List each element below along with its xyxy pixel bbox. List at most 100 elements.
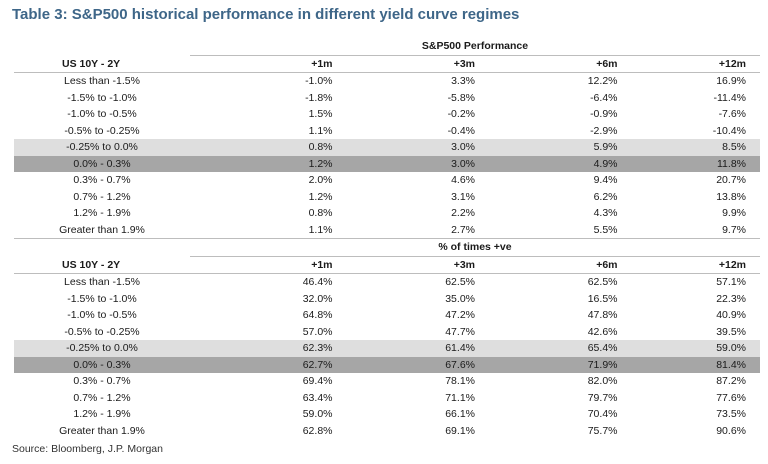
value-cell: 5.9% [475,139,618,156]
value-cell: -10.4% [712,124,746,137]
value-cell: 79.7% [587,391,618,404]
value-cell: 32.0% [302,292,333,305]
table-row: -0.25% to 0.0% 0.8% 3.0% 5.9% 8.5% [14,139,760,156]
value-cell: 4.6% [451,174,475,187]
row-label: -1.0% to -0.5% [67,108,137,121]
row-label: -0.25% to 0.0% [14,340,190,357]
table-row: Less than -1.5% -1.0% 3.3% 12.2% 16.9% [14,73,760,90]
value-cell: 1.5% [308,108,333,121]
table-row: -0.25% to 0.0% 62.3% 61.4% 65.4% 59.0% [14,340,760,357]
value-cell: 47.8% [587,309,618,322]
table-row: Greater than 1.9% 62.8% 69.1% 75.7% 90.6% [14,423,760,440]
row-label-header: US 10Y - 2Y [14,256,190,274]
value-cell: 8.5% [617,139,760,156]
blank-cell [14,38,190,55]
column-header: +6m [475,55,618,73]
table-row: -1.5% to -1.0% 32.0% 35.0% 16.5% 22.3% [14,291,760,308]
row-label: 0.0% - 0.3% [14,155,190,172]
row-label: Less than -1.5% [64,276,140,289]
performance-table: S&P500 Performance US 10Y - 2Y +1m +3m +6m +1… [14,38,760,439]
value-cell: 47.7% [445,325,475,338]
value-cell: 13.8% [716,190,746,203]
table-row: 1.2% - 1.9% 59.0% 66.1% 70.4% 73.5% [14,406,760,423]
row-label: -0.5% to -0.25% [64,325,140,338]
value-cell: 2.2% [451,207,475,220]
value-cell: 64.8% [302,309,333,322]
column-header: +12m [617,256,760,274]
value-cell: 3.0% [332,155,475,172]
value-cell: 57.1% [716,276,746,289]
value-cell: 22.3% [716,292,746,305]
row-label: -0.5% to -0.25% [64,124,140,137]
value-cell: 2.0% [308,174,333,187]
value-cell: 66.1% [445,408,475,421]
value-cell: 9.4% [593,174,618,187]
value-cell: 11.8% [617,155,760,172]
value-cell: 70.4% [587,408,618,421]
column-header: +3m [332,256,475,274]
value-cell: 59.0% [617,340,760,357]
table-row: Greater than 1.9% 1.1% 2.7% 5.5% 9.7% [14,222,760,239]
row-label: 0.7% - 1.2% [73,190,131,203]
value-cell: 1.1% [308,223,333,236]
value-cell: 3.1% [451,190,475,203]
column-header: +12m [617,55,760,73]
value-cell: 62.5% [445,276,475,289]
value-cell: 62.3% [190,340,333,357]
row-label: -1.5% to -1.0% [67,91,137,104]
table-row: -1.0% to -0.5% 1.5% -0.2% -0.9% -7.6% [14,106,760,123]
table-row: 0.0% - 0.3% 1.2% 3.0% 4.9% 11.8% [14,155,760,172]
table-row: -0.5% to -0.25% 1.1% -0.4% -2.9% -10.4% [14,123,760,140]
value-cell: 71.1% [445,391,475,404]
row-label: -1.5% to -1.0% [67,292,137,305]
value-cell: -5.8% [447,91,475,104]
table-row: -1.0% to -0.5% 64.8% 47.2% 47.8% 40.9% [14,307,760,324]
value-cell: 90.6% [716,424,746,437]
value-cell: 57.0% [302,325,333,338]
value-cell: 4.9% [475,155,618,172]
value-cell: 9.9% [722,207,746,220]
row-label: Greater than 1.9% [59,223,145,236]
table-row: 0.0% - 0.3% 62.7% 67.6% 71.9% 81.4% [14,356,760,373]
row-label: -1.0% to -0.5% [67,309,137,322]
value-cell: -6.4% [590,91,618,104]
value-cell: 1.2% [308,190,333,203]
value-cell: 4.3% [593,207,618,220]
row-label: 0.3% - 0.7% [73,375,131,388]
column-header: +1m [190,55,333,73]
table-row: 0.7% - 1.2% 1.2% 3.1% 6.2% 13.8% [14,189,760,206]
source-note: Source: Bloomberg, J.P. Morgan [12,443,163,455]
group-header-row: % of times +ve [14,238,760,257]
value-cell: 81.4% [617,356,760,373]
table-row: 1.2% - 1.9% 0.8% 2.2% 4.3% 9.9% [14,205,760,222]
value-cell: 62.8% [302,424,333,437]
value-cell: 78.1% [445,375,475,388]
value-cell: 39.5% [716,325,746,338]
row-label: 0.3% - 0.7% [73,174,131,187]
row-label: 0.7% - 1.2% [73,391,131,404]
value-cell: 73.5% [716,408,746,421]
value-cell: 1.2% [190,155,333,172]
value-cell: 47.2% [445,309,475,322]
value-cell: -7.6% [718,108,746,121]
column-header: +1m [190,256,333,274]
value-cell: 65.4% [475,340,618,357]
value-cell: -1.0% [305,75,333,88]
column-header-row: US 10Y - 2Y +1m +3m +6m +12m [14,55,760,73]
value-cell: 5.5% [593,223,618,236]
value-cell: 62.7% [190,356,333,373]
value-cell: 82.0% [587,375,618,388]
group-header: % of times +ve [190,238,760,257]
value-cell: -0.9% [590,108,618,121]
group-header-row: S&P500 Performance [14,38,760,56]
blank-cell [14,238,190,256]
row-label: 0.0% - 0.3% [14,356,190,373]
group-header: S&P500 Performance [190,38,760,56]
value-cell: 62.5% [587,276,618,289]
row-label: Less than -1.5% [64,75,140,88]
value-cell: 3.3% [451,75,475,88]
row-label: Greater than 1.9% [59,424,145,437]
table-title: Table 3: S&P500 historical performance i… [12,6,520,23]
value-cell: 46.4% [302,276,333,289]
value-cell: 0.8% [308,207,333,220]
